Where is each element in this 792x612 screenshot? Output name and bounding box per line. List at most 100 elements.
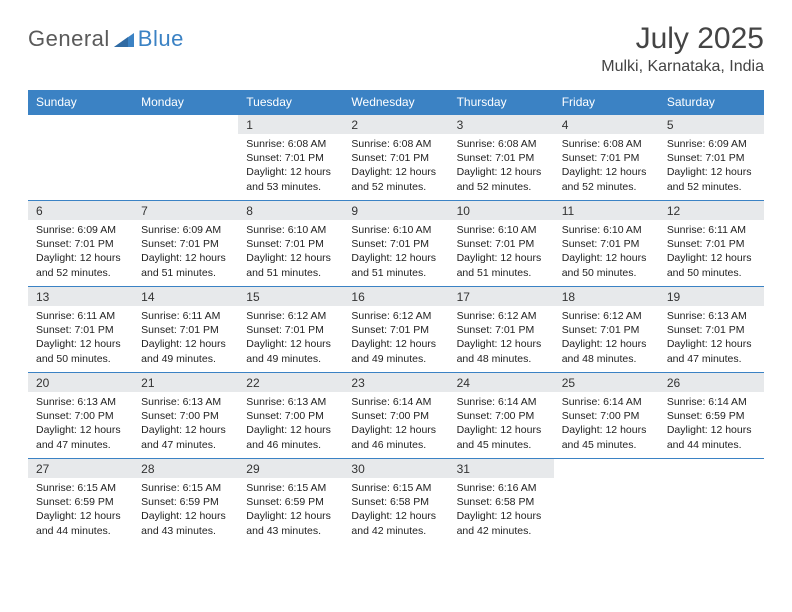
day-body: Sunrise: 6:11 AMSunset: 7:01 PMDaylight:… — [28, 306, 133, 370]
day-body: Sunrise: 6:13 AMSunset: 7:01 PMDaylight:… — [659, 306, 764, 370]
daylight-text: Daylight: 12 hours and 46 minutes. — [246, 423, 335, 451]
calendar-cell: 17Sunrise: 6:12 AMSunset: 7:01 PMDayligh… — [449, 287, 554, 373]
day-body: Sunrise: 6:12 AMSunset: 7:01 PMDaylight:… — [343, 306, 448, 370]
sunset-text: Sunset: 7:01 PM — [667, 151, 756, 165]
day-number: 23 — [343, 373, 448, 392]
sunrise-text: Sunrise: 6:10 AM — [246, 223, 335, 237]
calendar-cell: 25Sunrise: 6:14 AMSunset: 7:00 PMDayligh… — [554, 373, 659, 459]
day-body: Sunrise: 6:11 AMSunset: 7:01 PMDaylight:… — [133, 306, 238, 370]
day-body: Sunrise: 6:10 AMSunset: 7:01 PMDaylight:… — [449, 220, 554, 284]
day-number: 11 — [554, 201, 659, 220]
daylight-text: Daylight: 12 hours and 52 minutes. — [36, 251, 125, 279]
sunset-text: Sunset: 7:00 PM — [246, 409, 335, 423]
day-body: Sunrise: 6:09 AMSunset: 7:01 PMDaylight:… — [28, 220, 133, 284]
calendar-cell: 12Sunrise: 6:11 AMSunset: 7:01 PMDayligh… — [659, 201, 764, 287]
sunset-text: Sunset: 7:01 PM — [246, 151, 335, 165]
day-body: Sunrise: 6:08 AMSunset: 7:01 PMDaylight:… — [449, 134, 554, 198]
calendar-cell: 30Sunrise: 6:15 AMSunset: 6:58 PMDayligh… — [343, 459, 448, 545]
title-block: July 2025 Mulki, Karnataka, India — [601, 22, 764, 76]
daylight-text: Daylight: 12 hours and 46 minutes. — [351, 423, 440, 451]
sunrise-text: Sunrise: 6:10 AM — [457, 223, 546, 237]
sunset-text: Sunset: 7:01 PM — [351, 151, 440, 165]
calendar-cell: 19Sunrise: 6:13 AMSunset: 7:01 PMDayligh… — [659, 287, 764, 373]
day-number: 16 — [343, 287, 448, 306]
day-number: 10 — [449, 201, 554, 220]
sunrise-text: Sunrise: 6:15 AM — [141, 481, 230, 495]
calendar-cell: .. — [133, 115, 238, 201]
calendar-table: SundayMondayTuesdayWednesdayThursdayFrid… — [28, 90, 764, 545]
weekday-header: Wednesday — [343, 90, 448, 115]
day-number: 5 — [659, 115, 764, 134]
day-body: Sunrise: 6:15 AMSunset: 6:59 PMDaylight:… — [238, 478, 343, 542]
day-body: Sunrise: 6:16 AMSunset: 6:58 PMDaylight:… — [449, 478, 554, 542]
sunset-text: Sunset: 7:01 PM — [36, 323, 125, 337]
sunrise-text: Sunrise: 6:11 AM — [667, 223, 756, 237]
sunrise-text: Sunrise: 6:11 AM — [36, 309, 125, 323]
day-body: Sunrise: 6:13 AMSunset: 7:00 PMDaylight:… — [238, 392, 343, 456]
daylight-text: Daylight: 12 hours and 52 minutes. — [457, 165, 546, 193]
day-number: 19 — [659, 287, 764, 306]
sunset-text: Sunset: 7:01 PM — [141, 323, 230, 337]
sunset-text: Sunset: 7:01 PM — [351, 323, 440, 337]
sunrise-text: Sunrise: 6:13 AM — [667, 309, 756, 323]
sunrise-text: Sunrise: 6:08 AM — [457, 137, 546, 151]
daylight-text: Daylight: 12 hours and 42 minutes. — [351, 509, 440, 537]
weekday-header: Tuesday — [238, 90, 343, 115]
calendar-week: 6Sunrise: 6:09 AMSunset: 7:01 PMDaylight… — [28, 201, 764, 287]
daylight-text: Daylight: 12 hours and 45 minutes. — [457, 423, 546, 451]
daylight-text: Daylight: 12 hours and 52 minutes. — [351, 165, 440, 193]
calendar-cell: .. — [28, 115, 133, 201]
sunrise-text: Sunrise: 6:15 AM — [36, 481, 125, 495]
sunrise-text: Sunrise: 6:12 AM — [562, 309, 651, 323]
sunset-text: Sunset: 6:58 PM — [457, 495, 546, 509]
weekday-header: Saturday — [659, 90, 764, 115]
day-body: Sunrise: 6:08 AMSunset: 7:01 PMDaylight:… — [343, 134, 448, 198]
calendar-cell: 24Sunrise: 6:14 AMSunset: 7:00 PMDayligh… — [449, 373, 554, 459]
sunset-text: Sunset: 7:01 PM — [562, 323, 651, 337]
sunrise-text: Sunrise: 6:08 AM — [351, 137, 440, 151]
sunset-text: Sunset: 7:01 PM — [457, 323, 546, 337]
calendar-cell: 21Sunrise: 6:13 AMSunset: 7:00 PMDayligh… — [133, 373, 238, 459]
sunset-text: Sunset: 7:01 PM — [562, 151, 651, 165]
day-body: Sunrise: 6:14 AMSunset: 7:00 PMDaylight:… — [554, 392, 659, 456]
sunset-text: Sunset: 7:00 PM — [36, 409, 125, 423]
day-number: 17 — [449, 287, 554, 306]
daylight-text: Daylight: 12 hours and 45 minutes. — [562, 423, 651, 451]
daylight-text: Daylight: 12 hours and 51 minutes. — [246, 251, 335, 279]
day-body: Sunrise: 6:12 AMSunset: 7:01 PMDaylight:… — [554, 306, 659, 370]
sunrise-text: Sunrise: 6:11 AM — [141, 309, 230, 323]
sunrise-text: Sunrise: 6:09 AM — [36, 223, 125, 237]
calendar-cell: 16Sunrise: 6:12 AMSunset: 7:01 PMDayligh… — [343, 287, 448, 373]
day-body: Sunrise: 6:09 AMSunset: 7:01 PMDaylight:… — [659, 134, 764, 198]
daylight-text: Daylight: 12 hours and 49 minutes. — [246, 337, 335, 365]
sunrise-text: Sunrise: 6:15 AM — [351, 481, 440, 495]
day-number: 2 — [343, 115, 448, 134]
sunset-text: Sunset: 7:01 PM — [36, 237, 125, 251]
calendar-cell: 22Sunrise: 6:13 AMSunset: 7:00 PMDayligh… — [238, 373, 343, 459]
sunset-text: Sunset: 7:01 PM — [457, 237, 546, 251]
daylight-text: Daylight: 12 hours and 52 minutes. — [667, 165, 756, 193]
sunrise-text: Sunrise: 6:14 AM — [351, 395, 440, 409]
sunrise-text: Sunrise: 6:13 AM — [246, 395, 335, 409]
sunrise-text: Sunrise: 6:15 AM — [246, 481, 335, 495]
weekday-header: Sunday — [28, 90, 133, 115]
calendar-cell: 11Sunrise: 6:10 AMSunset: 7:01 PMDayligh… — [554, 201, 659, 287]
calendar-cell: 4Sunrise: 6:08 AMSunset: 7:01 PMDaylight… — [554, 115, 659, 201]
daylight-text: Daylight: 12 hours and 49 minutes. — [351, 337, 440, 365]
calendar-cell: 29Sunrise: 6:15 AMSunset: 6:59 PMDayligh… — [238, 459, 343, 545]
day-body: Sunrise: 6:15 AMSunset: 6:59 PMDaylight:… — [133, 478, 238, 542]
sunset-text: Sunset: 7:00 PM — [457, 409, 546, 423]
day-body: Sunrise: 6:13 AMSunset: 7:00 PMDaylight:… — [133, 392, 238, 456]
daylight-text: Daylight: 12 hours and 44 minutes. — [667, 423, 756, 451]
daylight-text: Daylight: 12 hours and 50 minutes. — [667, 251, 756, 279]
day-number: 27 — [28, 459, 133, 478]
day-body: Sunrise: 6:10 AMSunset: 7:01 PMDaylight:… — [343, 220, 448, 284]
day-number: 15 — [238, 287, 343, 306]
calendar-cell: 3Sunrise: 6:08 AMSunset: 7:01 PMDaylight… — [449, 115, 554, 201]
logo-word2: Blue — [138, 26, 184, 52]
sunset-text: Sunset: 7:01 PM — [562, 237, 651, 251]
day-number: 21 — [133, 373, 238, 392]
sunrise-text: Sunrise: 6:12 AM — [457, 309, 546, 323]
calendar-cell: .. — [659, 459, 764, 545]
daylight-text: Daylight: 12 hours and 51 minutes. — [457, 251, 546, 279]
